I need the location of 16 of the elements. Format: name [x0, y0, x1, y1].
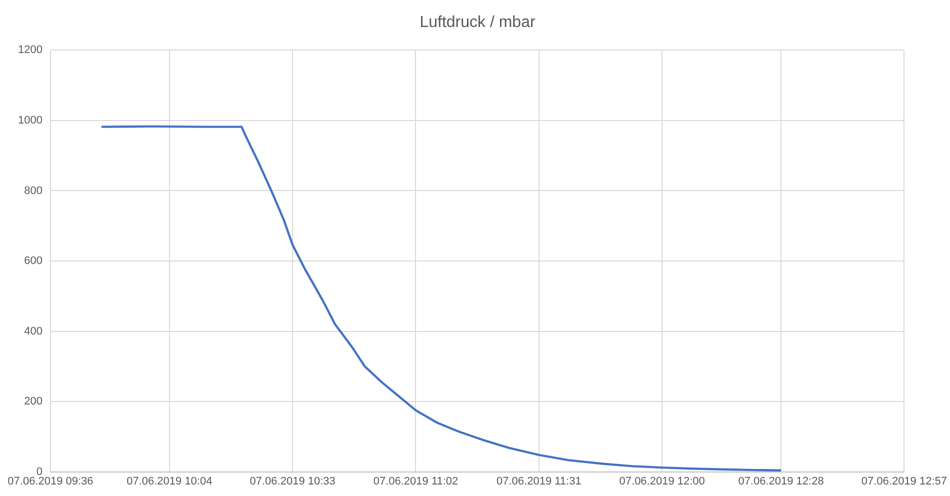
- y-tick-label: 400: [24, 325, 42, 338]
- x-tick-label: 07.06.2019 11:31: [496, 475, 582, 488]
- y-tick-label: 0: [36, 466, 42, 478]
- x-tick-label: 07.06.2019 12:57: [861, 475, 947, 488]
- y-tick-label: 800: [24, 184, 42, 197]
- x-tick-label: 07.06.2019 12:00: [619, 475, 705, 488]
- y-tick-label: 200: [24, 396, 42, 408]
- y-tick-label: 1200: [18, 44, 42, 56]
- x-tick-label: 07.06.2019 10:33: [250, 475, 336, 488]
- x-tick-label: 07.06.2019 10:04: [126, 475, 212, 488]
- x-tick-label: 07.06.2019 12:28: [738, 475, 824, 488]
- chart-title: Luftdruck / mbar: [420, 14, 536, 32]
- x-tick-label: 07.06.2019 11:02: [373, 475, 458, 488]
- y-tick-label: 600: [24, 255, 42, 268]
- y-tick-label: 1000: [18, 114, 42, 126]
- x-tick-label: 07.06.2019 09:36: [8, 475, 94, 488]
